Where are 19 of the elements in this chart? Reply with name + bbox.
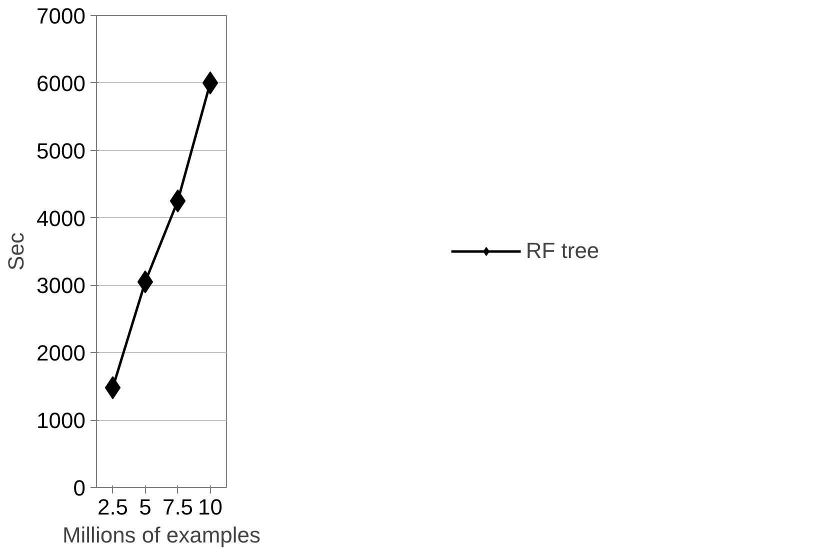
y-tick-label: 3000 xyxy=(36,273,86,298)
legend-label: RF tree xyxy=(526,238,600,264)
y-tick-label: 5000 xyxy=(36,138,86,164)
y-axis-title: Sec xyxy=(4,232,29,270)
x-tick-label: 7.5 xyxy=(162,494,194,520)
y-tick-label: 0 xyxy=(73,476,86,500)
y-tick-label: 2000 xyxy=(36,340,86,366)
y-tick-label: 1000 xyxy=(36,408,86,434)
point xyxy=(137,270,154,294)
point xyxy=(170,189,186,212)
y-tick-label: 7000 xyxy=(36,4,86,28)
point xyxy=(202,71,218,94)
y-tick-label: 6000 xyxy=(36,70,86,96)
x-tick-label: 2.5 xyxy=(97,494,128,520)
x-tick-label: 10 xyxy=(198,494,222,520)
point xyxy=(104,376,121,400)
x-axis-title: Millions of examples xyxy=(62,522,261,548)
y-tick-label: 4000 xyxy=(36,206,86,231)
x-tick-label: 5 xyxy=(139,494,152,520)
